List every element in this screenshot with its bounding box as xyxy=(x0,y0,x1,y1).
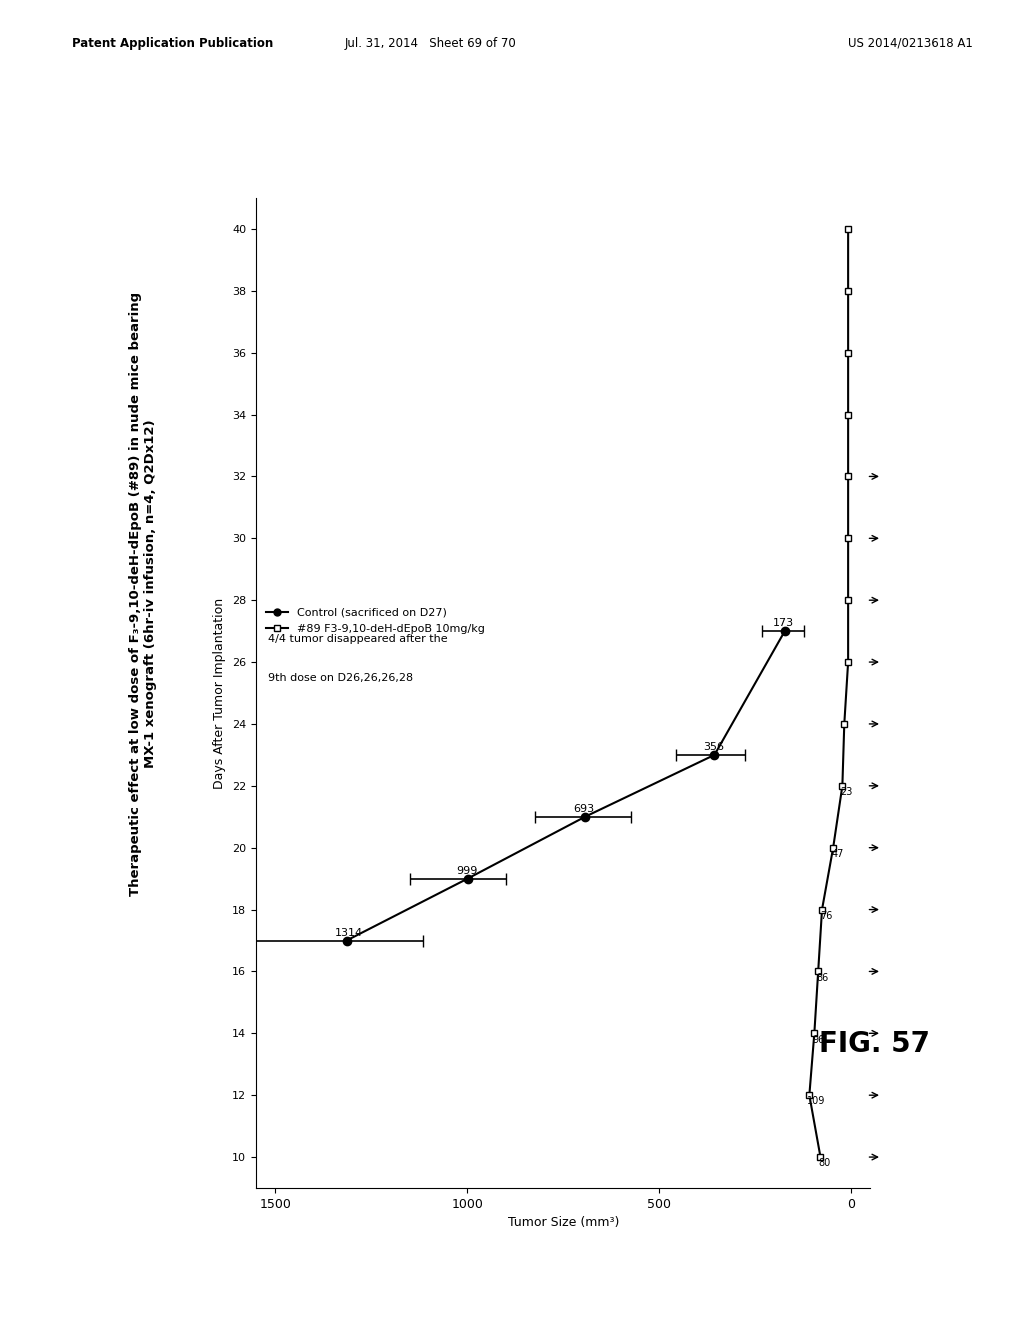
Text: FIG. 57: FIG. 57 xyxy=(819,1030,930,1057)
Y-axis label: Days After Tumor Implantation: Days After Tumor Implantation xyxy=(213,598,226,788)
X-axis label: Tumor Size (mm³): Tumor Size (mm³) xyxy=(508,1216,618,1229)
Text: US 2014/0213618 A1: US 2014/0213618 A1 xyxy=(848,37,973,50)
Text: 693: 693 xyxy=(573,804,595,814)
Text: 356: 356 xyxy=(702,742,724,752)
#89 F3-9,10-deH-dEpoB 10mg/kg xyxy=(842,531,854,546)
#89 F3-9,10-deH-dEpoB 10mg/kg xyxy=(842,282,854,298)
#89 F3-9,10-deH-dEpoB 10mg/kg xyxy=(842,469,854,484)
Text: 47: 47 xyxy=(831,849,844,859)
Text: Patent Application Publication: Patent Application Publication xyxy=(72,37,273,50)
#89 F3-9,10-deH-dEpoB 10mg/kg xyxy=(842,655,854,671)
Text: 109: 109 xyxy=(807,1097,825,1106)
Text: 76: 76 xyxy=(820,911,833,921)
Text: 23: 23 xyxy=(841,787,853,797)
#89 F3-9,10-deH-dEpoB 10mg/kg xyxy=(842,345,854,360)
#89 F3-9,10-deH-dEpoB 10mg/kg xyxy=(842,407,854,422)
#89 F3-9,10-deH-dEpoB 10mg/kg xyxy=(803,1088,815,1104)
Text: 999: 999 xyxy=(456,866,477,876)
#89 F3-9,10-deH-dEpoB 10mg/kg xyxy=(827,840,840,855)
Text: 86: 86 xyxy=(816,973,828,982)
#89 F3-9,10-deH-dEpoB 10mg/kg xyxy=(814,1150,826,1166)
Text: 173: 173 xyxy=(773,619,795,628)
#89 F3-9,10-deH-dEpoB 10mg/kg xyxy=(842,220,854,236)
#89 F3-9,10-deH-dEpoB 10mg/kg xyxy=(816,902,828,917)
Text: 9th dose on D26,26,26,28: 9th dose on D26,26,26,28 xyxy=(268,673,414,684)
#89 F3-9,10-deH-dEpoB 10mg/kg xyxy=(808,1026,820,1041)
#89 F3-9,10-deH-dEpoB 10mg/kg xyxy=(837,777,849,793)
Text: Jul. 31, 2014   Sheet 69 of 70: Jul. 31, 2014 Sheet 69 of 70 xyxy=(344,37,516,50)
Text: Therapeutic effect at low dose of F₃-9,10-deH-dEpoB (#89) in nude mice bearing
M: Therapeutic effect at low dose of F₃-9,1… xyxy=(129,292,158,896)
#89 F3-9,10-deH-dEpoB 10mg/kg xyxy=(838,715,850,731)
Text: 4/4 tumor disappeared after the: 4/4 tumor disappeared after the xyxy=(268,634,447,644)
#89 F3-9,10-deH-dEpoB 10mg/kg xyxy=(812,964,824,979)
Text: 80: 80 xyxy=(818,1159,830,1168)
Text: 96: 96 xyxy=(812,1035,824,1044)
Legend: Control (sacrificed on D27), #89 F3-9,10-deH-dEpoB 10mg/kg: Control (sacrificed on D27), #89 F3-9,10… xyxy=(261,603,489,638)
#89 F3-9,10-deH-dEpoB 10mg/kg xyxy=(842,593,854,609)
Line: #89 F3-9,10-deH-dEpoB 10mg/kg: #89 F3-9,10-deH-dEpoB 10mg/kg xyxy=(806,226,852,1160)
Text: 1314: 1314 xyxy=(335,928,364,937)
